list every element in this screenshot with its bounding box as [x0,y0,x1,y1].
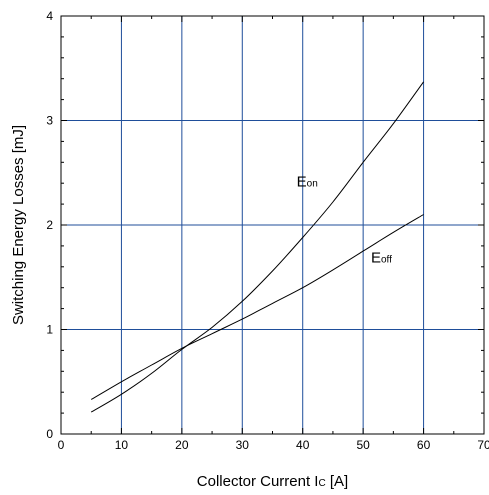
series-label-eoff-sub: off [381,255,392,266]
axis-ticks: 0 10 20 30 40 50 60 70 0 1 2 3 4 [46,9,489,452]
series-label-eon: Eon [297,173,318,190]
series-line-eoff [90,214,424,400]
svg-text:Eoff: Eoff [371,250,392,267]
grid [61,16,484,434]
series-label-eoff-main: E [371,250,381,267]
x-tick-label: 20 [175,438,189,452]
x-tick-label: 50 [356,438,370,452]
y-tick-label: 1 [46,323,53,337]
y-tick-label: 0 [46,427,53,441]
x-tick-label: 70 [477,438,489,452]
x-tick-label: 60 [417,438,431,452]
series-line-eon [90,81,425,413]
y-tick-label: 3 [46,114,53,128]
x-tick-label: 10 [115,438,129,452]
y-axis-title: Switching Energy Losses [mJ] [10,125,27,325]
x-axis-title: Collector Current IC [A] [197,473,348,490]
x-tick-label: 0 [58,438,65,452]
x-tick-label: 40 [296,438,310,452]
series-label-eoff: Eoff [371,250,392,267]
y-tick-label: 4 [46,9,53,23]
series-lines [90,81,425,413]
series-label-eon-sub: on [307,178,318,189]
y-tick-label: 2 [46,218,53,232]
series-label-eon-main: E [297,173,307,190]
svg-text:Eon: Eon [297,173,318,190]
x-tick-label: 30 [236,438,250,452]
